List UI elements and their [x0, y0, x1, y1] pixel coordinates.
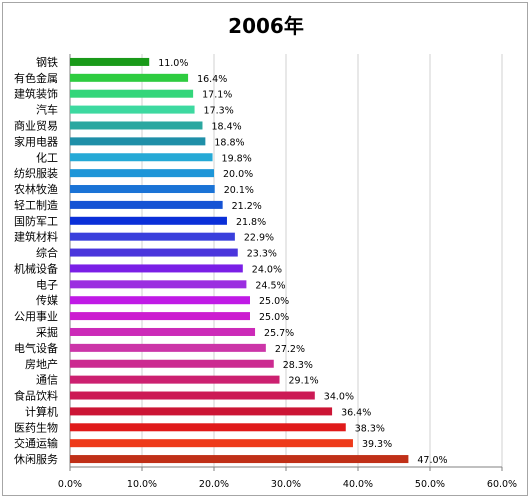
category-label-21: 食品饮料 [14, 389, 58, 403]
value-label-13: 24.0% [252, 264, 282, 275]
category-label-2: 建筑装饰 [14, 87, 58, 101]
bar-4 [70, 121, 203, 130]
category-label-22: 计算机 [25, 404, 58, 418]
bar-5 [70, 137, 206, 146]
bar-20 [70, 375, 280, 384]
x-tick-label-5: 50.0% [415, 479, 445, 490]
bar-17 [70, 327, 256, 336]
value-label-19: 28.3% [283, 360, 313, 371]
bar-10 [70, 216, 227, 225]
bar-2 [70, 89, 194, 98]
bar-9 [70, 200, 223, 209]
x-tick-label-3: 30.0% [271, 479, 301, 490]
category-label-5: 家用电器 [14, 134, 58, 148]
category-label-20: 通信 [36, 374, 58, 387]
value-label-9: 21.2% [232, 201, 262, 212]
value-label-6: 19.8% [222, 153, 252, 164]
bar-16 [70, 312, 250, 321]
category-label-8: 农林牧渔 [14, 182, 58, 196]
bar-19 [70, 359, 274, 368]
bar-25 [70, 455, 409, 464]
category-label-24: 交通运输 [14, 436, 58, 450]
value-label-14: 24.5% [255, 280, 285, 291]
bar-11 [70, 232, 235, 241]
category-label-13: 机械设备 [14, 261, 58, 275]
bar-21 [70, 391, 315, 400]
bar-13 [70, 264, 243, 273]
value-label-8: 20.1% [224, 185, 254, 196]
value-label-16: 25.0% [259, 312, 289, 323]
value-label-5: 18.8% [214, 137, 244, 148]
category-label-17: 采掘 [36, 325, 58, 339]
bar-14 [70, 280, 247, 289]
bar-1 [70, 73, 189, 82]
bar-8 [70, 185, 215, 194]
category-label-1: 有色金属 [14, 71, 58, 85]
category-label-11: 建筑材料 [14, 230, 58, 244]
x-tick-label-1: 10.0% [127, 479, 157, 490]
value-label-20: 29.1% [289, 376, 319, 387]
x-tick-label-6: 60.0% [487, 479, 517, 490]
bar-24 [70, 439, 353, 448]
bar-7 [70, 169, 214, 178]
value-label-0: 11.0% [158, 58, 188, 69]
value-label-1: 16.4% [197, 74, 227, 85]
category-label-25: 休闲服务 [14, 452, 58, 466]
bar-15 [70, 296, 250, 305]
value-label-21: 34.0% [324, 392, 354, 403]
category-label-14: 电子 [36, 278, 58, 291]
value-label-15: 25.0% [259, 296, 289, 307]
category-label-23: 医药生物 [14, 420, 58, 434]
chart-title: 2006年 [228, 14, 304, 38]
value-label-17: 25.7% [264, 328, 294, 339]
category-label-12: 综合 [36, 246, 58, 260]
category-label-6: 化工 [36, 150, 58, 164]
x-tick-label-4: 40.0% [343, 479, 373, 490]
category-label-15: 传媒 [36, 294, 58, 307]
value-label-10: 21.8% [236, 217, 266, 228]
bar-0 [70, 57, 150, 66]
value-label-24: 39.3% [362, 439, 392, 450]
value-label-4: 18.4% [211, 121, 241, 132]
value-label-11: 22.9% [244, 233, 274, 244]
value-label-18: 27.2% [275, 344, 305, 355]
bar-18 [70, 343, 266, 352]
category-label-18: 电气设备 [14, 341, 58, 355]
value-label-25: 47.0% [417, 455, 447, 466]
x-tick-label-0: 0.0% [58, 479, 82, 490]
value-label-7: 20.0% [223, 169, 253, 180]
category-label-4: 商业贸易 [14, 118, 58, 132]
bar-23 [70, 423, 346, 432]
value-label-23: 38.3% [355, 423, 385, 434]
category-label-7: 纺织服装 [14, 166, 58, 180]
bar-6 [70, 153, 213, 162]
category-label-19: 房地产 [25, 357, 58, 371]
category-label-3: 汽车 [36, 103, 58, 117]
bar-12 [70, 248, 238, 257]
category-label-10: 国防军工 [14, 214, 58, 228]
bar-22 [70, 407, 333, 416]
value-label-22: 36.4% [341, 407, 371, 418]
value-label-12: 23.3% [247, 249, 277, 260]
value-label-2: 17.1% [202, 90, 232, 101]
bar-3 [70, 105, 195, 114]
category-label-9: 轻工制造 [14, 198, 58, 212]
x-tick-label-2: 20.0% [199, 479, 229, 490]
value-label-3: 17.3% [204, 106, 234, 117]
category-label-0: 钢铁 [36, 56, 58, 69]
category-label-16: 公用事业 [14, 310, 58, 323]
